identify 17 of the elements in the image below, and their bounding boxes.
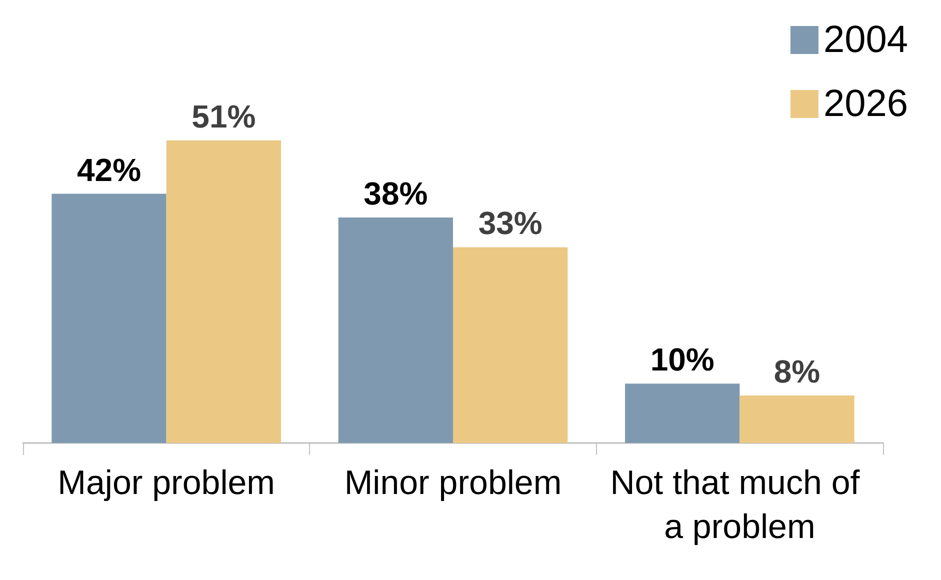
bar	[166, 140, 281, 443]
bar	[625, 384, 740, 443]
data-label: 42%	[76, 152, 142, 188]
data-label: 38%	[364, 176, 428, 212]
x-tick-label: Minor problem	[344, 464, 562, 502]
x-tick-label: Not that much of a problem	[610, 464, 870, 546]
data-label: 33%	[478, 205, 542, 242]
legend-label: 2026	[823, 83, 908, 125]
x-tick-label: Major problem	[58, 464, 275, 502]
legend-label: 2004	[823, 19, 908, 61]
bar	[52, 194, 166, 443]
data-label: 8%	[774, 354, 820, 390]
data-label: 10%	[650, 342, 714, 378]
bar	[453, 247, 568, 443]
bar	[740, 396, 854, 443]
data-label: 51%	[192, 98, 256, 134]
bar	[338, 218, 453, 443]
